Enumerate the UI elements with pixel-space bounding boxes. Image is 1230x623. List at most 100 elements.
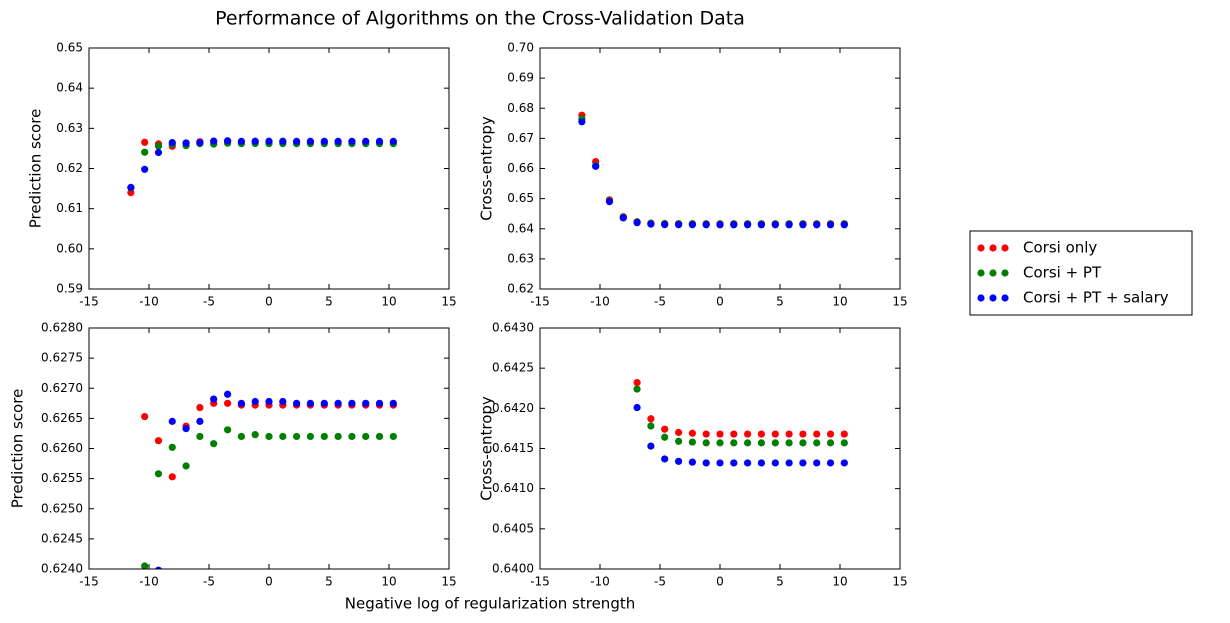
- x-tick-label: -5: [654, 575, 666, 589]
- y-tick-label: 0.6255: [41, 471, 83, 485]
- y-tick-label: 0.70: [507, 41, 534, 55]
- y-tick-label: 0.62: [507, 282, 534, 296]
- scatter-point: [154, 470, 163, 478]
- x-tick-label: 0: [265, 295, 273, 309]
- scatter-point: [771, 439, 779, 447]
- scatter-point: [702, 439, 710, 447]
- scatter-point: [826, 459, 835, 467]
- scatter-point: [661, 433, 669, 441]
- y-tick-label: 0.64: [507, 221, 534, 235]
- scatter-point: [675, 221, 683, 229]
- plot-area: [127, 137, 397, 197]
- scatter-point: [661, 425, 669, 433]
- scatter-point: [619, 214, 627, 222]
- scatter-point: [362, 432, 370, 441]
- y-tick-label: 0.6280: [41, 321, 83, 335]
- scatter-point: [389, 137, 397, 145]
- scatter-point: [813, 430, 821, 438]
- plot-area: [578, 111, 848, 229]
- scatter-point: [224, 399, 232, 407]
- scatter-point: [334, 399, 342, 407]
- scatter-point: [334, 137, 342, 145]
- x-tick-label: 15: [892, 295, 907, 309]
- scatter-point: [348, 399, 356, 407]
- scatter-point: [785, 439, 793, 447]
- scatter-point: [389, 432, 397, 441]
- x-tick-label: 15: [892, 575, 907, 589]
- scatter-point: [306, 137, 314, 145]
- scatter-point: [647, 220, 655, 228]
- x-tick-label: 5: [325, 295, 333, 309]
- scatter-point: [716, 221, 724, 229]
- scatter-point: [265, 432, 273, 441]
- scatter-point: [675, 457, 683, 465]
- scatter-point: [196, 403, 204, 412]
- scatter-point: [251, 137, 259, 145]
- scatter-point: [224, 137, 232, 145]
- x-tick-label: 0: [716, 295, 724, 309]
- scatter-point: [196, 138, 204, 147]
- scatter-point: [182, 139, 190, 147]
- scatter-point: [279, 137, 287, 145]
- y-axis-label: Cross-entropy: [478, 116, 496, 221]
- scatter-point: [182, 462, 190, 470]
- y-tick-label: 0.63: [56, 121, 83, 135]
- scatter-point: [224, 390, 232, 398]
- scatter-point: [279, 397, 287, 406]
- scatter-point: [826, 221, 835, 229]
- scatter-point: [154, 437, 163, 445]
- scatter-point: [279, 432, 287, 441]
- scatter-point: [389, 399, 397, 407]
- scatter-point: [813, 221, 821, 229]
- scatter-point: [168, 473, 176, 481]
- x-tick-label: 10: [832, 295, 847, 309]
- scatter-point: [210, 440, 218, 448]
- scatter-point: [826, 430, 835, 438]
- scatter-point: [716, 430, 724, 438]
- y-tick-label: 0.6430: [492, 321, 534, 335]
- scatter-point: [744, 430, 752, 438]
- x-tick-label: -15: [530, 575, 550, 589]
- scatter-point: [716, 459, 724, 467]
- figure-title: Performance of Algorithms on the Cross-V…: [215, 8, 745, 30]
- scatter-point: [196, 417, 204, 425]
- scatter-point: [362, 399, 370, 407]
- scatter-point: [702, 430, 710, 438]
- legend-marker: [989, 269, 997, 277]
- plot-area: [633, 379, 848, 467]
- scatter-point: [633, 379, 641, 387]
- scatter-point: [840, 459, 848, 467]
- scatter-point: [306, 432, 314, 441]
- scatter-point: [785, 221, 793, 229]
- scatter-point: [799, 430, 807, 438]
- x-tick-label: 0: [265, 575, 273, 589]
- y-tick-label: 0.66: [507, 161, 534, 175]
- x-tick-label: -5: [203, 575, 215, 589]
- scatter-point: [293, 137, 301, 145]
- x-tick-label: -15: [79, 575, 99, 589]
- scatter-point: [730, 439, 738, 447]
- y-axis-label: Prediction score: [9, 389, 27, 509]
- scatter-point: [210, 395, 218, 403]
- y-tick-label: 0.6415: [492, 441, 534, 455]
- scatter-point: [141, 148, 149, 156]
- y-tick-label: 0.6425: [492, 361, 534, 375]
- scatter-point: [813, 439, 821, 447]
- scatter-point: [306, 399, 314, 407]
- scatter-point: [320, 432, 328, 441]
- legend-marker: [977, 294, 985, 302]
- scatter-point: [785, 430, 793, 438]
- scatter-point: [127, 183, 135, 191]
- y-tick-label: 0.63: [507, 251, 534, 265]
- scatter-point: [605, 198, 614, 206]
- scatter-point: [744, 439, 752, 447]
- scatter-point: [730, 459, 738, 467]
- y-tick-label: 0.6260: [41, 441, 83, 455]
- scatter-point: [661, 455, 669, 463]
- scatter-point: [730, 430, 738, 438]
- y-tick-label: 0.6410: [492, 481, 534, 495]
- x-tick-label: -10: [139, 295, 159, 309]
- legend-marker: [1001, 294, 1009, 302]
- scatter-point: [196, 432, 204, 441]
